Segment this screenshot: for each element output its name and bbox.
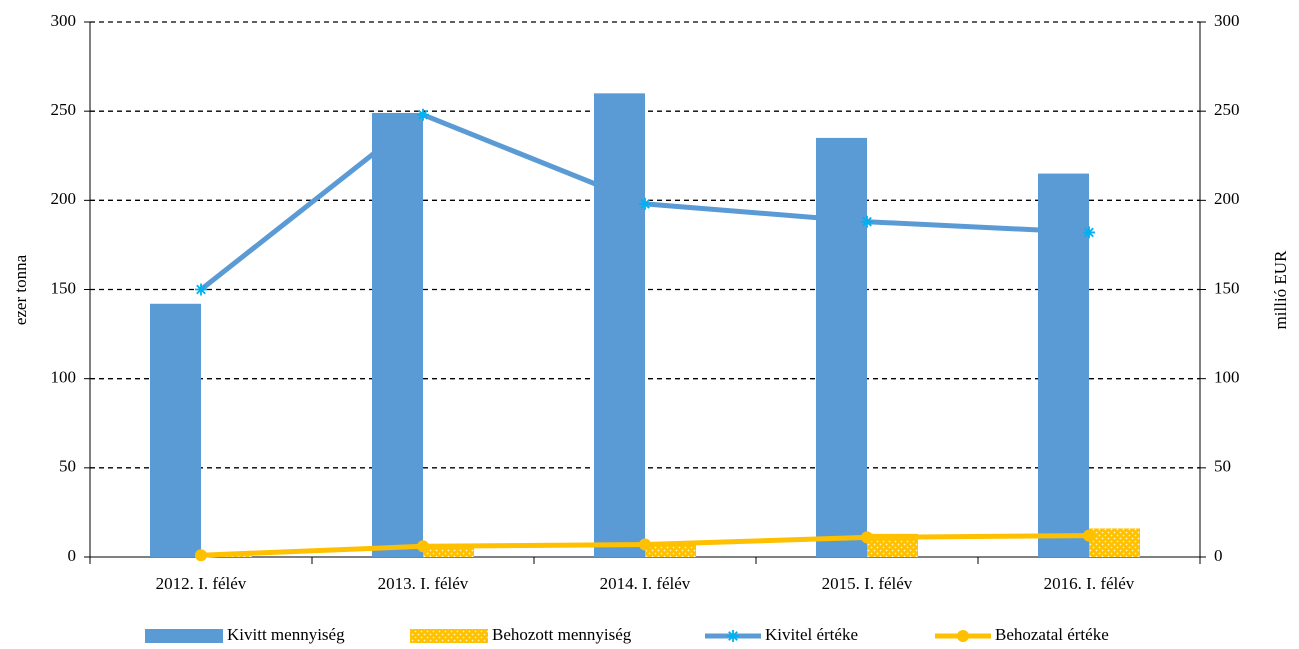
y2-axis-label: millió EUR xyxy=(1271,250,1290,330)
y-tick-label: 250 xyxy=(51,100,77,119)
x-tick-label: 2015. I. félév xyxy=(822,574,913,593)
y-axis-label: ezer tonna xyxy=(11,254,30,325)
y2-tick-label: 300 xyxy=(1214,11,1240,30)
line-marker xyxy=(1083,529,1095,542)
bar xyxy=(150,303,201,557)
line-marker xyxy=(861,531,873,544)
x-tick-label: 2013. I. félév xyxy=(378,574,469,593)
line-marker xyxy=(639,197,651,210)
legend-swatch xyxy=(410,629,488,643)
line-marker xyxy=(417,108,429,121)
y-tick-label: 150 xyxy=(51,278,77,297)
x-tick-label: 2014. I. félév xyxy=(600,574,691,593)
y2-tick-label: 0 xyxy=(1214,546,1223,565)
y2-tick-label: 50 xyxy=(1214,457,1231,476)
legend-label: Behozatal értéke xyxy=(995,625,1109,644)
bar xyxy=(1089,528,1140,557)
y2-tick-label: 250 xyxy=(1214,100,1240,119)
bar xyxy=(372,112,423,557)
line-marker xyxy=(195,283,207,296)
y2-tick-label: 200 xyxy=(1214,189,1240,208)
legend-swatch xyxy=(145,629,223,643)
y-tick-label: 200 xyxy=(51,189,77,208)
y2-tick-label: 100 xyxy=(1214,368,1240,387)
bar xyxy=(816,137,867,557)
x-tick-label: 2012. I. félév xyxy=(156,574,247,593)
line-marker xyxy=(1083,226,1095,239)
y-tick-label: 0 xyxy=(68,546,77,565)
line-marker xyxy=(195,549,207,562)
legend-label: Kivitel értéke xyxy=(765,625,858,644)
legend-marker xyxy=(957,630,969,642)
y-tick-label: 50 xyxy=(59,457,76,476)
line-marker xyxy=(861,215,873,228)
legend-label: Kivitt mennyiség xyxy=(227,625,345,644)
bar xyxy=(594,93,645,557)
line-marker xyxy=(639,538,651,551)
y-tick-label: 100 xyxy=(51,368,77,387)
bar xyxy=(1038,173,1089,558)
y-tick-label: 300 xyxy=(51,11,77,30)
x-tick-label: 2016. I. félév xyxy=(1044,574,1135,593)
legend-marker xyxy=(727,630,739,642)
line-marker xyxy=(417,540,429,553)
y2-tick-label: 150 xyxy=(1214,278,1240,297)
legend-label: Behozott mennyiség xyxy=(492,625,632,644)
